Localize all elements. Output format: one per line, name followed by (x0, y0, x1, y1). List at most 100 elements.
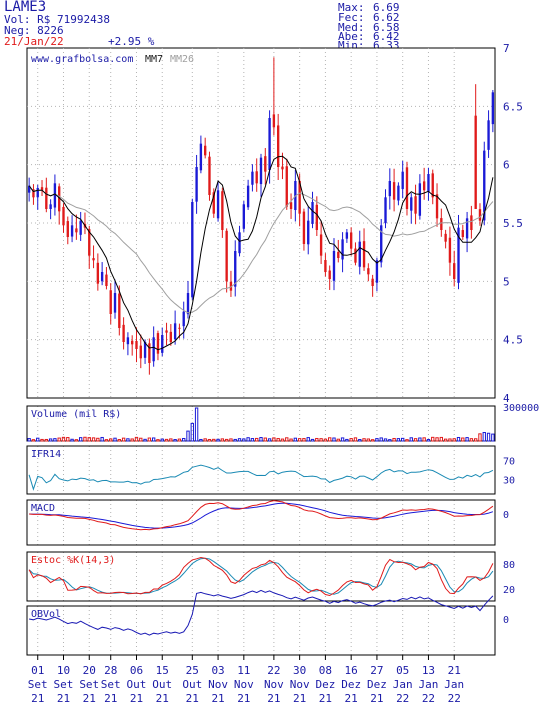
candle-body (225, 230, 228, 282)
candle-body (131, 340, 134, 345)
candle-body (358, 241, 361, 267)
volume-bar (143, 438, 147, 442)
volume-bar (272, 437, 276, 442)
candle-body (410, 197, 413, 211)
candle-body (204, 145, 207, 156)
candle-body (178, 327, 181, 329)
volume-bar (61, 436, 66, 442)
candle-body (246, 185, 250, 208)
volume-bar (66, 437, 70, 442)
x-tick-year-6: 21 (186, 692, 199, 705)
candle-body (264, 156, 267, 172)
volume-bar (375, 438, 379, 442)
macd-panel-frame (26, 499, 496, 546)
x-tick-day-4: 06 (130, 664, 143, 677)
volume-bar (70, 438, 74, 442)
candle-body (302, 211, 306, 244)
volume-bar (246, 437, 250, 442)
volume-bar (237, 438, 242, 442)
date-text: 21/Jan/22 (4, 35, 64, 48)
candle-body (156, 333, 160, 354)
volume-bar (78, 437, 83, 442)
volume-bar (370, 439, 375, 442)
obv-axis-tick: 0 (503, 615, 509, 626)
x-tick-day-0: 01 (31, 664, 44, 677)
stat-max-label: Max: (338, 1, 365, 14)
candle-body (367, 268, 370, 275)
volume-bar (473, 438, 478, 442)
volume-bar (491, 433, 495, 442)
obv-label: OBVol (31, 609, 61, 620)
volume-bar (280, 438, 285, 442)
stat-open-label: Abe: (338, 30, 365, 43)
volume-bar (289, 438, 293, 442)
candle-body (272, 114, 276, 128)
candle-body (139, 345, 142, 359)
x-tick-year-9: 21 (267, 692, 280, 705)
volume-bar (315, 437, 319, 442)
x-tick-day-6: 25 (186, 664, 199, 677)
candle-body (208, 156, 211, 195)
x-tick-month-11: Dez (315, 678, 335, 691)
candle-body (298, 180, 301, 214)
x-tick-year-10: 21 (293, 692, 306, 705)
volume-bar (267, 438, 272, 442)
volume-bar (216, 438, 220, 442)
volume-bar (48, 438, 53, 442)
x-tick-month-5: Out (152, 678, 172, 691)
change-text: +2.95 % (108, 35, 155, 48)
x-tick-year-4: 21 (130, 692, 143, 705)
volume-bar (336, 438, 340, 442)
candle-body (53, 183, 57, 208)
x-tick-day-8: 11 (237, 664, 250, 677)
candle-body (311, 202, 314, 224)
candle-body (319, 234, 323, 256)
ifr-axis-tick-1: 30 (503, 476, 515, 487)
volume-bar (194, 407, 199, 442)
stat-close-label: Fec: (338, 11, 365, 24)
candle-body (337, 251, 340, 258)
volume-bar (96, 437, 100, 442)
price-axis-tick-6: 7 (503, 42, 510, 55)
x-tick-month-10: Nov (290, 678, 310, 691)
ma26-line (28, 185, 494, 314)
stat-close-value: 6.62 (373, 11, 400, 24)
candle-body (212, 192, 215, 214)
candle-body (435, 194, 439, 219)
candle-body (221, 191, 224, 230)
volume-bar (263, 437, 267, 442)
price-axis-tick-1: 4.5 (503, 334, 523, 347)
x-tick-day-13: 27 (370, 664, 383, 677)
volume-bar (250, 438, 255, 442)
x-tick-year-5: 21 (156, 692, 169, 705)
volume-bar (259, 437, 263, 442)
volume-bar (426, 438, 431, 442)
stat-open-value: 6.42 (373, 30, 400, 43)
volume-bar (182, 437, 186, 442)
candle-body (216, 190, 220, 219)
x-tick-month-6: Out (182, 678, 202, 691)
volume-bar (478, 433, 482, 442)
candle-body (440, 218, 443, 230)
volume-bar (443, 438, 448, 442)
candle-body (315, 204, 318, 230)
candle-body (465, 218, 469, 239)
candle-body (401, 171, 404, 190)
candle-body (75, 228, 78, 233)
x-tick-day-12: 16 (345, 664, 358, 677)
candle-body (122, 324, 125, 342)
volume-bar (57, 437, 61, 442)
volume-bar (134, 436, 139, 442)
volume-bar (465, 437, 469, 442)
volume-bar (220, 438, 225, 442)
volume-bar (113, 437, 117, 442)
candle-body (388, 181, 391, 197)
price-axis-tick-0: 4 (503, 392, 510, 405)
volume-bar (379, 437, 383, 442)
volume-text: Vol: R$ 71992438 (4, 13, 110, 26)
x-tick-day-2: 20 (83, 664, 96, 677)
candle-body (135, 340, 138, 349)
volume-axis-tick: 300000 (503, 403, 539, 414)
x-tick-day-14: 05 (396, 664, 409, 677)
volume-bar (186, 430, 190, 442)
